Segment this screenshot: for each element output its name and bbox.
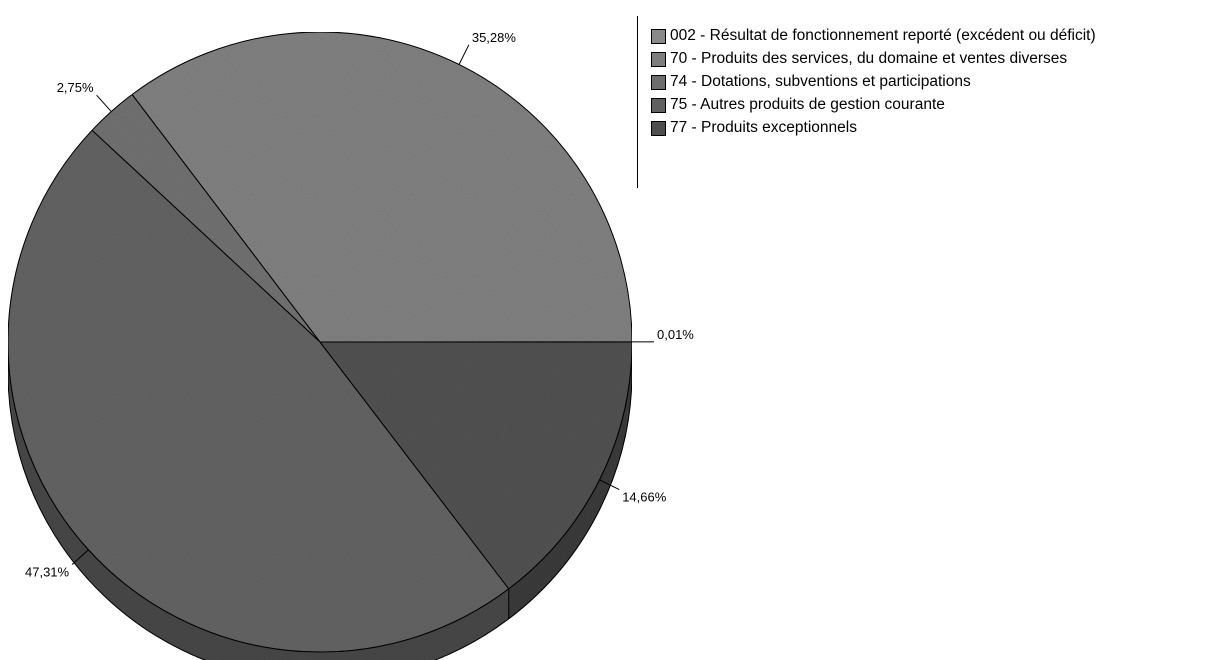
legend-item: 002 - Résultat de fonctionnement reporté…: [651, 26, 1096, 46]
pie-slices: [7, 31, 633, 653]
legend-label: 74 - Dotations, subventions et participa…: [670, 73, 971, 90]
leader-line-3: [71, 549, 89, 565]
legend-item: 75 - Autres produits de gestion courante: [651, 95, 945, 115]
legend-swatch: [651, 51, 666, 67]
leader-line-2: [96, 94, 112, 112]
pie-slice-3: [7, 129, 510, 653]
legend-label: 70 - Produits des services, du domaine e…: [670, 50, 1068, 67]
pie-data-labels: 0,01% 35,28% 2,75% 47,31% 14,66%: [25, 30, 694, 580]
legend-swatch: [651, 28, 666, 44]
legend-label: 75 - Autres produits de gestion courante: [670, 96, 945, 113]
legend-label: 002 - Résultat de fonctionnement reporté…: [670, 27, 1096, 44]
pie-slice-4: [318, 341, 633, 590]
data-label-1: 35,28%: [472, 30, 517, 45]
legend-label: 77 - Produits exceptionnels: [670, 119, 857, 136]
data-label-3: 47,31%: [25, 564, 70, 579]
leader-line-4: [599, 479, 620, 490]
leader-line-1: [458, 44, 470, 65]
pie-slice-1: [131, 31, 633, 343]
data-label-4: 14,66%: [622, 490, 667, 505]
legend-item: 77 - Produits exceptionnels: [651, 118, 857, 138]
data-label-2: 2,75%: [57, 80, 94, 95]
legend-item: 70 - Produits des services, du domaine e…: [651, 49, 1067, 69]
legend-swatch: [651, 97, 666, 113]
legend-item: 74 - Dotations, subventions et participa…: [651, 72, 971, 92]
legend-swatch: [651, 74, 666, 90]
legend: 002 - Résultat de fonctionnement reporté…: [637, 16, 1219, 188]
data-label-0: 0,01%: [657, 327, 694, 342]
legend-swatch: [651, 120, 666, 136]
pie-leader-lines: [71, 44, 655, 565]
